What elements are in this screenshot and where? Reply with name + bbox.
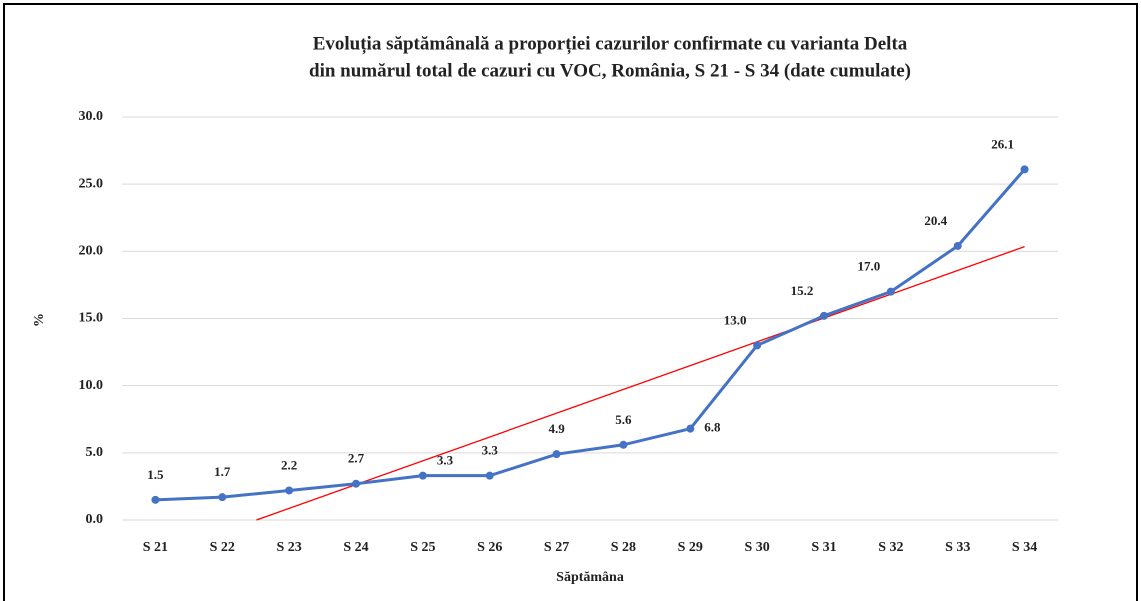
- point: [485, 471, 494, 480]
- point: [1020, 165, 1029, 174]
- point: [218, 493, 227, 502]
- data-label: 6.8: [704, 420, 721, 435]
- data-label: 15.2: [791, 283, 814, 298]
- point: [886, 287, 895, 296]
- data-label: 1.7: [214, 464, 231, 479]
- chart-title: Evoluția săptămânală a proporției cazuri…: [313, 33, 908, 54]
- y-tick-label: 5.0: [86, 445, 104, 460]
- x-tick-label: S 31: [811, 540, 836, 555]
- x-tick-label: S 30: [744, 540, 769, 555]
- x-tick-label: S 28: [611, 540, 636, 555]
- data-label: 4.9: [548, 421, 565, 436]
- frame: [3, 3, 1138, 601]
- data-label: 3.3: [437, 453, 454, 468]
- x-tick-label: S 34: [1012, 540, 1037, 555]
- x-axis-label: Săptămâna: [556, 570, 624, 585]
- point: [686, 424, 695, 433]
- trendline: [256, 246, 1025, 521]
- point: [619, 440, 628, 449]
- data-label: 20.4: [924, 213, 947, 228]
- x-tick-label: S 27: [544, 540, 569, 555]
- x-tick-label: S 22: [210, 540, 235, 555]
- point: [953, 241, 962, 250]
- y-tick-label: 20.0: [79, 244, 104, 259]
- point: [151, 495, 160, 504]
- x-tick-label: S 21: [143, 540, 168, 555]
- y-tick-label: 0.0: [86, 512, 104, 527]
- data-label: 26.1: [991, 136, 1014, 151]
- x-tick-label: S 25: [410, 540, 435, 555]
- line: [155, 168, 1026, 502]
- y-tick-label: 25.0: [79, 176, 104, 191]
- y-tick-label: 30.0: [79, 109, 104, 124]
- data-label: 5.6: [615, 412, 632, 427]
- point: [285, 486, 294, 495]
- data-label: 17.0: [857, 259, 880, 274]
- x-tick-label: S 33: [945, 540, 970, 555]
- x-tick-label: S 23: [276, 540, 301, 555]
- x-tick-label: S 26: [477, 540, 502, 555]
- y-axis-label: %: [32, 313, 47, 327]
- data-label: 1.5: [147, 467, 164, 482]
- y-tick-label: 15.0: [79, 311, 104, 326]
- x-tick-label: S 32: [878, 540, 903, 555]
- point: [552, 450, 561, 459]
- x-tick-label: S 29: [678, 540, 703, 555]
- data-label: 13.0: [724, 312, 747, 327]
- x-tick-label: S 24: [343, 540, 368, 555]
- data-label: 3.3: [482, 443, 499, 458]
- point: [753, 341, 762, 350]
- y-tick-label: 10.0: [79, 378, 104, 393]
- data-label: 2.7: [348, 451, 365, 466]
- chart-title: din numărul total de cazuri cu VOC, Româ…: [309, 60, 911, 81]
- point: [418, 471, 427, 480]
- data-label: 2.2: [281, 457, 297, 472]
- point: [820, 311, 828, 320]
- point: [352, 479, 360, 488]
